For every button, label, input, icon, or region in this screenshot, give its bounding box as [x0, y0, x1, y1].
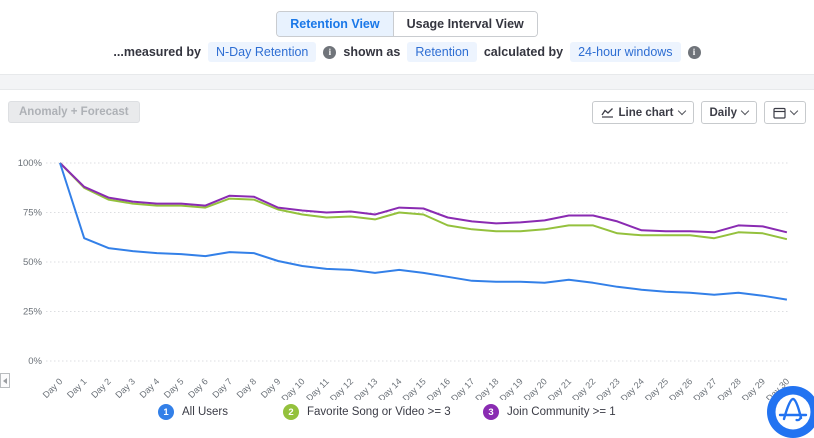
interval-dropdown[interactable]: Daily [700, 101, 757, 124]
interval-label: Daily [709, 106, 738, 119]
info-icon[interactable]: i [323, 45, 337, 59]
collapse-panel-toggle[interactable] [0, 373, 10, 388]
info-icon[interactable]: i [687, 45, 701, 59]
measured-by-select[interactable]: N-Day Retention [207, 42, 317, 62]
chevron-down-icon [677, 106, 686, 116]
y-axis-tick: 50% [23, 257, 43, 268]
x-axis-tick: Day 5 [162, 376, 186, 400]
legend-series-label: Join Community >= 1 [507, 406, 616, 418]
line-chart-icon [600, 107, 614, 118]
x-axis-tick: Day 10 [279, 376, 306, 400]
chevron-down-icon [740, 106, 750, 116]
chart-controls: Line chart Daily [591, 101, 806, 124]
measurement-settings: ...measured by N-Day Retention i shown a… [0, 42, 814, 62]
legend-item-all-users[interactable]: 1 All Users [158, 404, 228, 420]
chevron-left-icon [3, 377, 7, 384]
y-axis-tick: 75% [23, 208, 43, 219]
view-tab-group: Retention View Usage Interval View [276, 11, 538, 37]
shown-as-select[interactable]: Retention [407, 42, 477, 62]
chart-type-dropdown[interactable]: Line chart [591, 101, 694, 124]
series-line-join-community-1[interactable] [59, 162, 788, 234]
legend-series-label: All Users [182, 406, 229, 418]
amplitude-logo[interactable] [766, 385, 814, 438]
legend-series-badge: 2 [283, 404, 299, 420]
x-axis-tick: Day 0 [41, 376, 65, 400]
measured-by-label: ...measured by [113, 45, 201, 59]
x-axis-tick: Day 2 [89, 376, 113, 400]
series-line-favorite-song-or-video-3[interactable] [59, 162, 788, 241]
y-axis-tick: 100% [18, 158, 43, 169]
anomaly-forecast-button[interactable]: Anomaly + Forecast [8, 101, 140, 123]
legend-series-badge: 3 [483, 404, 499, 420]
y-axis-tick: 0% [28, 356, 42, 367]
x-axis-tick: Day 1 [65, 376, 89, 400]
x-axis-tick: Day 6 [186, 376, 210, 400]
legend-item-join-community-1[interactable]: 3 Join Community >= 1 [483, 404, 616, 420]
retention-line-chart[interactable]: 0% 25% 50% 75% 100% Day 0 Day 1 Day 2 Day 3 Day 4… [0, 150, 814, 404]
chevron-down-icon [789, 106, 799, 116]
x-axis-tick: Day 4 [138, 376, 162, 400]
date-range-dropdown[interactable] [764, 101, 806, 124]
view-tabs-row: Retention View Usage Interval View [0, 11, 814, 37]
chart-type-label: Line chart [618, 106, 674, 119]
x-axis-tick: Day 3 [113, 376, 137, 400]
shown-as-label: shown as [343, 45, 401, 59]
legend-series-label: Favorite Song or Video >= 3 [307, 406, 451, 418]
tab-usage-interval-view[interactable]: Usage Interval View [392, 12, 537, 36]
x-axis-tick: Day 7 [210, 376, 234, 400]
section-divider [0, 74, 814, 90]
tab-retention-view[interactable]: Retention View [277, 12, 393, 36]
calculated-by-label: calculated by [483, 45, 564, 59]
y-axis-tick: 25% [23, 307, 43, 318]
x-axis-tick: Day 8 [235, 376, 259, 400]
calendar-icon [773, 107, 786, 119]
retention-chart-area: 0% 25% 50% 75% 100% Day 0 Day 1 Day 2 Day 3 Day 4… [0, 150, 814, 404]
legend-series-badge: 1 [158, 404, 174, 420]
legend-item-favorite-song-or-video-3[interactable]: 2 Favorite Song or Video >= 3 [283, 404, 451, 420]
calculated-by-select[interactable]: 24-hour windows [570, 42, 681, 62]
series-line-all-users[interactable] [59, 162, 788, 301]
